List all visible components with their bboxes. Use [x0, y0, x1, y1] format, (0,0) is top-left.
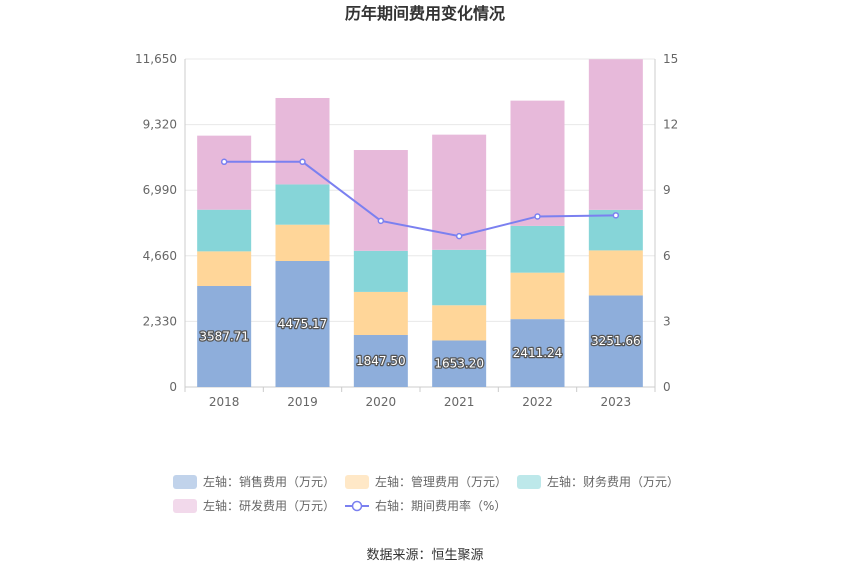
rate-point: [612, 212, 620, 219]
bars: [197, 59, 643, 387]
right-axis-tick-label: 0: [663, 380, 671, 394]
rate-point: [534, 213, 541, 220]
bar-segment: [588, 59, 643, 210]
x-axis-tick-label: 2019: [287, 395, 318, 409]
right-axis-tick-label: 9: [663, 183, 671, 197]
bar-labels: 3587.71 4475.17 1847.50 1653.20 2411.24 3251.…: [198, 316, 642, 372]
bar-data-label: 3587.71: [199, 329, 249, 343]
source-note: 数据来源：恒生聚源: [366, 548, 483, 563]
rate-point: [377, 217, 385, 225]
right-axis-tick-label: 12: [663, 118, 678, 132]
bar-data-label: 3251.66: [591, 334, 641, 348]
bar-segment: [197, 135, 252, 210]
legend-label: 左轴：研发费用（万元）: [203, 498, 335, 513]
bar-segment: [353, 150, 408, 251]
bar-segment: [197, 209, 252, 252]
right-axis-tick-label: 3: [663, 314, 671, 328]
x-axis-tick-label: 2018: [209, 395, 240, 409]
line-series: [220, 158, 620, 240]
legend-marker: [351, 500, 363, 512]
bar-segment: [432, 249, 487, 306]
bar-segment: [588, 295, 643, 387]
left-axis-tick-label: 0: [169, 380, 177, 394]
legend: 左轴：销售费用（万元） 左轴：管理费用（万元） 左轴：财务费用（万元） 左轴：研发费用…: [173, 474, 679, 513]
bar-data-label: 1847.50: [356, 354, 406, 368]
bar-segment: [197, 285, 252, 387]
legend-swatch: [173, 475, 197, 489]
bar-segment: [275, 261, 330, 387]
left-axis-tick-label: 9,320: [143, 118, 177, 132]
legend-label: 左轴：财务费用（万元）: [547, 474, 679, 489]
bar-segment: [432, 340, 487, 387]
bar-segment: [510, 319, 565, 387]
legend-label: 右轴：期间费用率（%）: [375, 498, 506, 513]
rate-point: [299, 158, 306, 166]
x-axis-tick-label: 2022: [522, 395, 553, 409]
bar-data-label: 2411.24: [513, 346, 563, 360]
x-axis-tick-label: 2021: [444, 395, 475, 409]
left-axis-tick-label: 4,660: [143, 249, 177, 263]
bar-segment: [353, 250, 408, 292]
bar-segment: [197, 251, 252, 286]
bar-segment: [432, 305, 487, 341]
bar-segment: [353, 334, 408, 387]
bar-segment: [588, 250, 643, 296]
left-axis-tick-label: 2,330: [143, 314, 177, 328]
grid-lines: [185, 58, 655, 388]
bar-segment: [275, 97, 330, 185]
rate-point: [220, 158, 228, 166]
axes: 0 0 2,330 3 4,660 6 6,990 9 9,320 12 11,650 15 2018 2…: [135, 52, 678, 409]
left-axis-tick-label: 11,650: [135, 52, 177, 66]
left-axis-tick-label: 6,990: [143, 183, 177, 197]
x-axis-tick-label: 2023: [601, 395, 632, 409]
x-axis-tick-label: 2020: [366, 395, 397, 409]
bar-segment: [353, 291, 408, 335]
legend-swatch: [345, 475, 369, 489]
right-axis-tick-label: 6: [663, 249, 671, 263]
rate-line: [224, 160, 616, 238]
right-axis-tick-label: 15: [663, 52, 678, 66]
legend-label: 左轴：管理费用（万元）: [375, 474, 507, 489]
bar-segment: [275, 184, 330, 225]
rate-point: [455, 232, 463, 240]
legend-swatch: [517, 475, 541, 489]
chart-title: 历年期间费用变化情况: [345, 4, 505, 23]
bar-data-label: 4475.17: [278, 317, 328, 331]
legend-label: 左轴：销售费用（万元）: [203, 474, 335, 489]
legend-swatch: [173, 499, 197, 513]
bar-segment: [510, 272, 565, 320]
bar-segment: [275, 224, 330, 262]
bar-data-label: 1653.20: [434, 357, 484, 371]
bar-segment: [510, 100, 565, 226]
bar-segment: [510, 225, 565, 273]
